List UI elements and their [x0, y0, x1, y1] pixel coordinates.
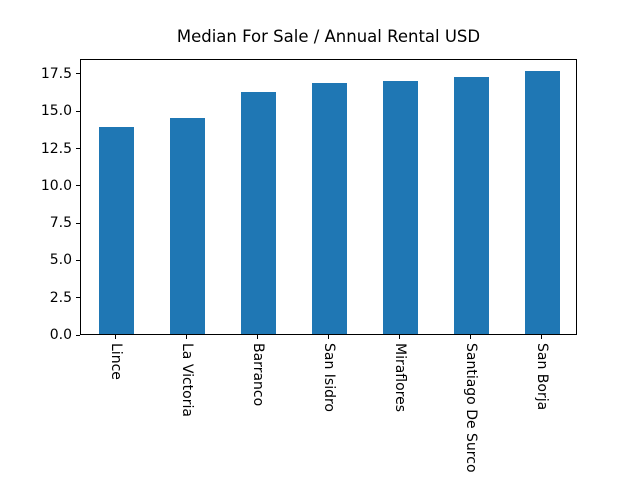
x-tick-label: Lince: [107, 343, 124, 380]
x-tick-mark: [399, 335, 400, 339]
y-tick-mark: [76, 334, 80, 336]
x-tick-label: Santiago De Surco: [462, 343, 479, 473]
plot-area: [80, 59, 577, 335]
x-tick-label: San Borja: [533, 343, 550, 411]
x-tick-mark: [186, 335, 187, 339]
chart-title: Median For Sale / Annual Rental USD: [176, 27, 481, 46]
x-tick-label: La Victoria: [178, 343, 195, 417]
y-tick-label: 7.5: [49, 215, 72, 232]
y-tick-mark: [76, 110, 80, 112]
x-tick-mark: [541, 335, 542, 339]
bar-barranco: [240, 91, 277, 334]
y-tick-label: 10.0: [40, 177, 72, 194]
bar-santiago-de-surco: [453, 76, 490, 334]
y-tick-label: 12.5: [40, 140, 72, 157]
y-tick-label: 15.0: [40, 103, 72, 120]
y-tick-mark: [76, 185, 80, 187]
y-tick-label: 0.0: [49, 327, 72, 343]
y-tick-mark: [76, 148, 80, 149]
x-tick-mark: [470, 335, 471, 339]
x-tick-mark: [257, 335, 258, 339]
y-tick-mark: [76, 222, 80, 224]
y-tick-mark: [76, 259, 80, 261]
y-tick-label: 17.5: [40, 65, 72, 82]
y-tick-mark: [76, 73, 80, 75]
y-tick-label: 2.5: [49, 289, 72, 306]
x-tick-mark: [115, 335, 116, 339]
x-tick-label: Miraflores: [391, 343, 408, 413]
x-tick-label: San Isidro: [320, 343, 337, 413]
bar-san-isidro: [311, 83, 348, 334]
y-tick-label: 5.0: [49, 252, 72, 269]
x-tick-label: Barranco: [249, 343, 266, 407]
bar-lince: [98, 126, 135, 334]
y-tick-mark: [76, 297, 80, 299]
x-tick-mark: [328, 335, 329, 339]
bar-la-victoria: [169, 117, 206, 334]
bar-miraflores: [382, 81, 419, 334]
bar-san-borja: [524, 70, 561, 334]
